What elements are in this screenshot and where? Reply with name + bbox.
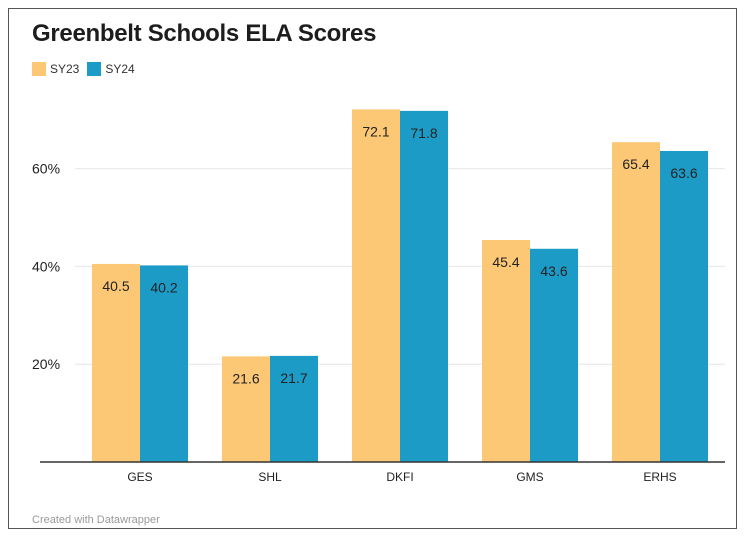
y-tick-label-40: 40% [32,258,60,274]
x-tick-label-dkfi: DKFI [386,470,413,484]
bar-dkfi-sy24 [400,110,448,462]
chart-footer: Created with Datawrapper [32,514,160,526]
legend-swatch-sy23 [32,62,46,76]
legend-label-sy24: SY24 [105,62,135,76]
data-label-ges-sy24: 40.2 [150,279,177,295]
data-label-shl-sy24: 21.7 [280,370,307,386]
bar-ges-sy24 [140,265,188,462]
legend-swatch-sy24 [87,62,102,76]
data-label-shl-sy23: 21.6 [232,370,259,386]
bar-shl-sy24 [270,355,318,462]
bar-erhs-sy23 [612,142,660,463]
data-label-gms-sy23: 45.4 [492,254,519,270]
bar-dkfi-sy23 [352,109,400,462]
x-tick-label-erhs: ERHS [643,470,676,484]
data-label-erhs-sy24: 63.6 [670,165,697,181]
legend-item-sy23: SY23 [32,62,79,76]
x-tick-label-ges: GES [127,470,152,484]
chart-title: Greenbelt Schools ELA Scores [32,20,377,47]
bar-gms-sy24 [530,248,578,462]
bar-erhs-sy24 [660,150,708,463]
data-label-erhs-sy23: 65.4 [622,156,649,172]
y-tick-label-60: 60% [32,161,60,177]
data-label-ges-sy23: 40.5 [102,278,129,294]
legend-label-sy23: SY23 [50,62,80,76]
data-label-dkfi-sy23: 72.1 [362,123,389,139]
bar-ges-sy23 [92,263,140,462]
bar-shl-sy23 [222,356,270,462]
bar-gms-sy23 [482,239,530,462]
data-label-gms-sy24: 43.6 [540,263,567,279]
legend-item-sy24: SY24 [87,62,135,76]
x-tick-label-shl: SHL [258,470,282,484]
y-tick-label-20: 20% [32,356,60,372]
chart-legend: SY23 SY24 [32,62,143,76]
x-tick-label-gms: GMS [516,470,543,484]
data-label-dkfi-sy24: 71.8 [410,125,437,141]
